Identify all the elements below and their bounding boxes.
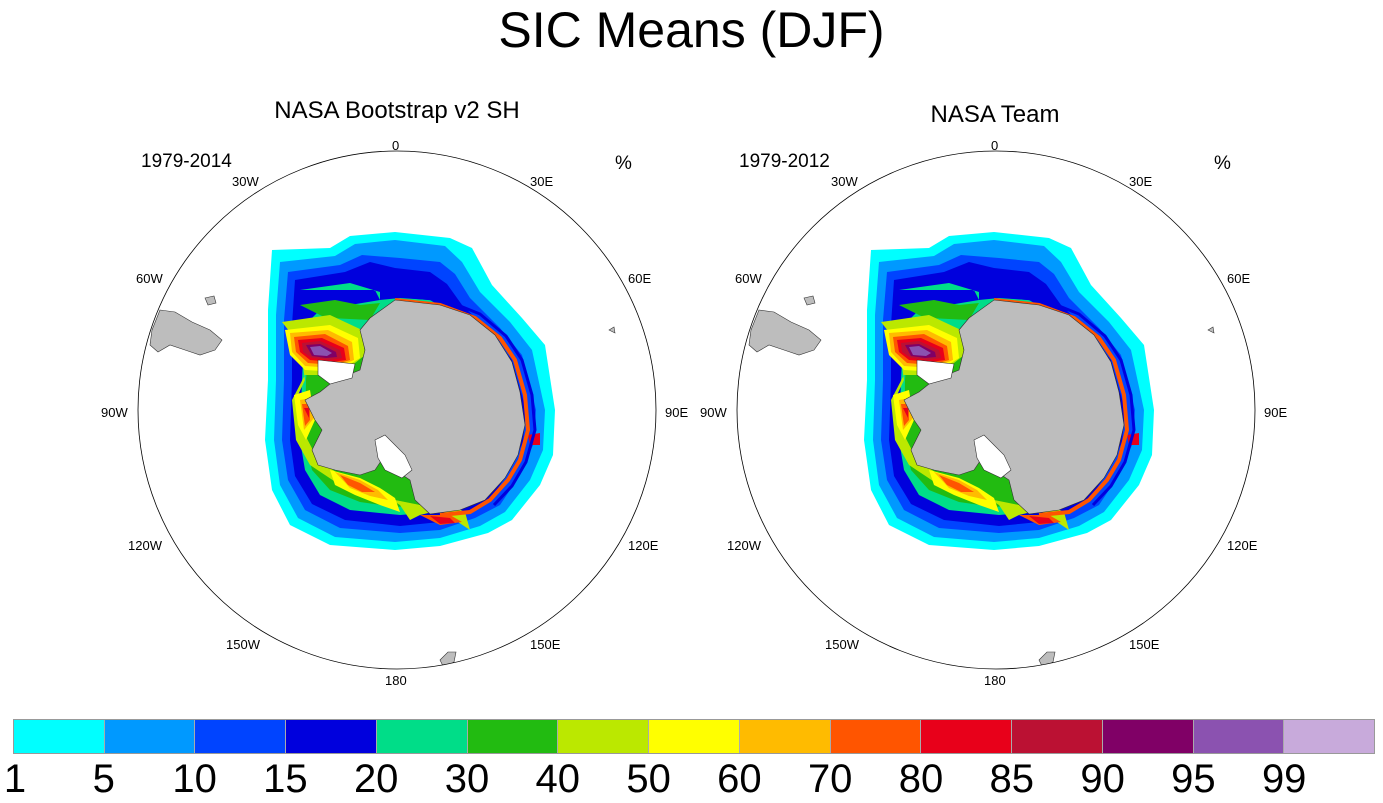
lon-label-90e-right: 90E	[1264, 405, 1288, 420]
lon-label-120w-right: 120W	[727, 538, 761, 553]
lon-label-150w-left: 150W	[226, 637, 260, 652]
lon-label-60w-right: 60W	[735, 271, 762, 286]
south-america-tip-right	[748, 309, 822, 356]
lon-label-120e-right: 120E	[1227, 538, 1258, 553]
lon-label-90w-left: 90W	[101, 405, 128, 420]
figure-title: SIC Means (DJF)	[498, 2, 885, 58]
lon-label-180-right: 180	[984, 673, 1006, 688]
falklands-right	[803, 295, 816, 306]
lon-label-150w-right: 150W	[825, 637, 859, 652]
colorbar-box	[467, 720, 559, 753]
panel-title-right: NASA Team	[930, 101, 1060, 128]
lon-label-60e-left: 60E	[628, 271, 652, 286]
lon-label-120w-left: 120W	[128, 538, 162, 553]
polar-map-left	[138, 151, 656, 669]
colorbar-tick-label: 90	[1080, 757, 1125, 801]
coastal-ice-ring2-left	[399, 294, 537, 507]
colorbar-box	[921, 720, 1013, 753]
lon-label-0-left: 0	[392, 138, 400, 153]
south-america-tip-left	[149, 309, 223, 356]
sic-band-95	[909, 346, 931, 356]
colorbar-tick-label: 70	[807, 757, 853, 801]
colorbar	[13, 719, 1375, 754]
lon-label-30e-right: 30E	[1129, 174, 1153, 189]
colorbar-box	[830, 720, 922, 753]
lon-label-150e-right: 150E	[1129, 637, 1160, 652]
lon-label-0-right: 0	[991, 138, 999, 153]
colorbar-box	[1102, 720, 1194, 753]
lon-label-30e-left: 30E	[530, 174, 554, 189]
period-label-left: 1979-2014	[141, 151, 232, 172]
lon-label-30w-left: 30W	[232, 174, 259, 189]
colorbar-box	[649, 720, 740, 753]
colorbar-box	[1193, 720, 1285, 753]
colorbar-tick-label: 10	[172, 757, 217, 801]
colorbar-tick-label: 50	[626, 757, 671, 801]
colorbar-box	[195, 720, 287, 753]
colorbar-tick-label: 20	[353, 757, 399, 801]
lon-label-120e-left: 120E	[628, 538, 659, 553]
period-label-right: 1979-2012	[739, 151, 830, 172]
kerguelen-right	[1207, 326, 1215, 334]
lon-label-180-left: 180	[385, 673, 407, 688]
units-label-left: %	[615, 153, 632, 174]
map-boundary-left	[137, 150, 657, 670]
weddell-shelf-right	[916, 359, 955, 385]
colorbar-box	[1012, 720, 1103, 753]
colorbar-tick-label: 40	[535, 757, 581, 801]
coastal-ice-ring2-right	[998, 294, 1136, 507]
colorbar-box	[286, 720, 377, 753]
colorbar-box	[14, 720, 105, 753]
colorbar-box	[558, 720, 650, 753]
colorbar-box	[739, 720, 831, 753]
map-boundary-right	[736, 150, 1256, 670]
polar-map-right	[737, 151, 1255, 669]
lon-label-150e-left: 150E	[530, 637, 561, 652]
colorbar-tick-label: 95	[1171, 757, 1216, 801]
colorbar-tick-label: 99	[1261, 757, 1307, 801]
falklands-left	[204, 295, 217, 306]
sic-band-95	[310, 346, 332, 356]
weddell-shelf-left	[317, 359, 356, 385]
panel-title-left: NASA Bootstrap v2 SH	[274, 97, 520, 124]
colorbar-tick-label: 15	[263, 757, 308, 801]
colorbar-box	[104, 720, 196, 753]
lon-label-90e-left: 90E	[665, 405, 689, 420]
colorbar-tick-label: 30	[444, 757, 490, 801]
colorbar-box	[1284, 720, 1375, 753]
units-label-right: %	[1214, 153, 1231, 174]
colorbar-box	[376, 720, 468, 753]
lon-label-60w-left: 60W	[136, 271, 163, 286]
lon-label-90w-right: 90W	[700, 405, 727, 420]
kerguelen-left	[608, 326, 616, 334]
colorbar-tick-label: 5	[92, 757, 115, 801]
colorbar-tick-label: 85	[989, 757, 1035, 801]
ice-shelf-right	[973, 434, 1012, 479]
ice-shelf-left	[374, 434, 413, 479]
colorbar-tick-label: 1	[3, 757, 27, 801]
lon-label-60e-right: 60E	[1227, 271, 1251, 286]
colorbar-tick-label: 80	[898, 757, 944, 801]
colorbar-tick-label: 60	[717, 757, 762, 801]
lon-label-30w-right: 30W	[831, 174, 858, 189]
